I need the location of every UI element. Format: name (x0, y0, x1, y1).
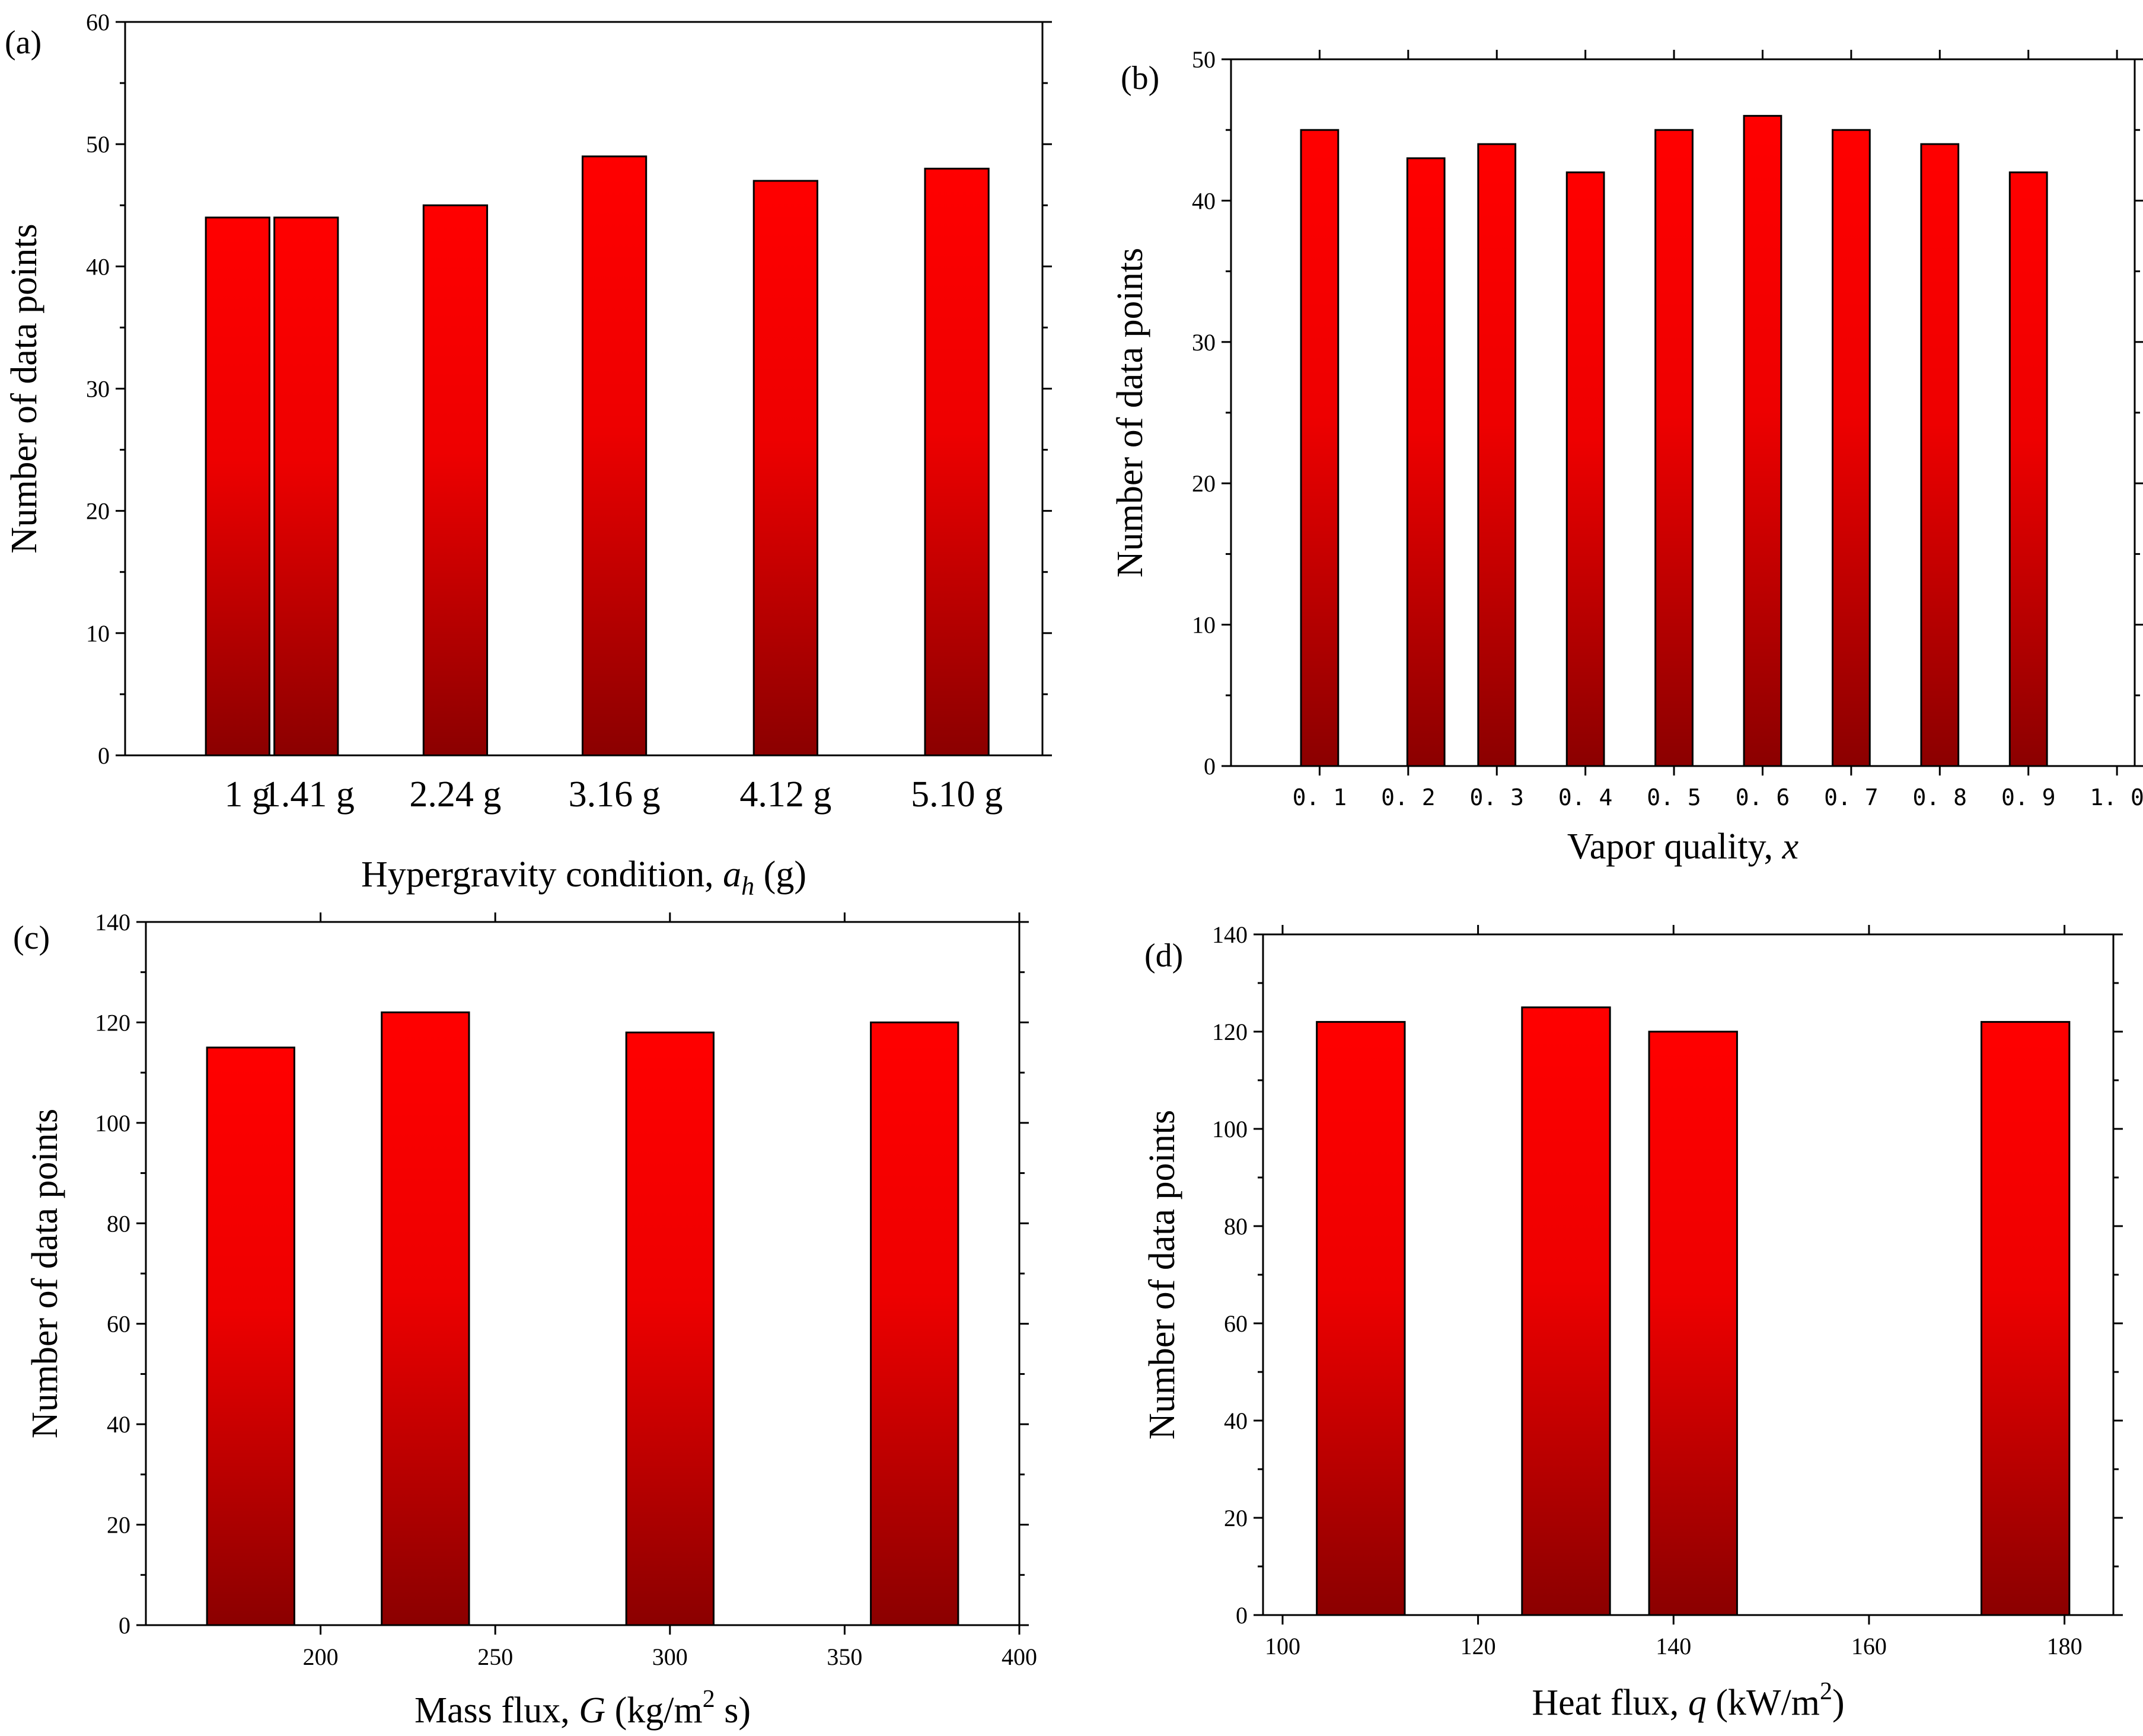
panel-b-xtick-label-9: 1. 0 (2090, 784, 2143, 810)
panel-c-bar-3 (625, 1031, 715, 1626)
panel-a-hypergravity-chart: 0 10 20 30 40 50 60 1 g1.41 g 2.24 g 3.16 g 4.12 g… (4, 9, 1052, 901)
panel-c-xtick-label-3: 350 (827, 1644, 862, 1670)
panel-c-ytick-label-7: 140 (95, 909, 130, 936)
panel-d-ytick-label-2: 40 (1224, 1408, 1248, 1434)
panel-b-xtick-label-1: 0. 2 (1381, 784, 1436, 810)
panel-c-x-axis-title: Mass flux, G (kg/m2 s) (414, 1686, 751, 1731)
panel-b-bar-8 (1920, 143, 1960, 767)
panel-a-xtick-label-5: 5.10 g (911, 774, 1003, 815)
panel-d-bar-2 (1521, 1006, 1611, 1616)
panel-b-xtick-label-5: 0. 6 (1736, 784, 1790, 810)
panel-c-mass-flux-chart: 0 20 40 60 80 100 120 140 200 250 300 350 400 Mass fl… (13, 909, 1037, 1731)
panel-d-bar-1 (1316, 1021, 1406, 1616)
panel-b-bar-6 (1743, 114, 1782, 767)
panel-b-xtick-label-2: 0. 3 (1469, 784, 1524, 810)
panel-a-ytick-label-0: 0 (98, 742, 110, 769)
panel-a-ytick-label-1: 10 (86, 620, 110, 647)
panel-b-xtick-label-4: 0. 5 (1647, 784, 1701, 810)
panel-d-bar-4 (1980, 1021, 2071, 1616)
panel-b-ytick-label-1: 10 (1192, 612, 1216, 639)
panel-d-ytick-label-3: 60 (1224, 1310, 1248, 1337)
panel-a-ytick-label-4: 40 (86, 253, 110, 280)
panel-c-y-axis-title: Number of data points (25, 1109, 65, 1438)
panel-a-bar-6 (924, 167, 990, 757)
panel-b-ytick-label-2: 20 (1192, 470, 1216, 497)
panel-d-tag: (d) (1144, 937, 1183, 974)
panel-d-bar-3 (1648, 1030, 1738, 1616)
panel-b-bar-4 (1565, 171, 1605, 767)
panel-c-xtick-label-1: 250 (477, 1644, 513, 1670)
panel-d-ytick-label-0: 0 (1236, 1602, 1248, 1629)
panel-b-bar-2 (1406, 157, 1446, 767)
panel-c-bar-1 (206, 1046, 295, 1626)
panel-a-bar-3 (422, 204, 489, 757)
panel-c-ytick-label-1: 20 (107, 1512, 130, 1539)
panel-c-ytick-label-2: 40 (107, 1411, 130, 1438)
panel-c-ytick-label-6: 120 (95, 1009, 130, 1036)
panel-b-ytick-label-3: 30 (1192, 329, 1216, 356)
panel-d-xtick-label-2: 140 (1656, 1633, 1691, 1660)
panel-d-ytick-label-7: 140 (1212, 921, 1248, 948)
panel-d-y-axis-title: Number of data points (1142, 1110, 1182, 1440)
panel-c-xtick-label-4: 400 (1002, 1644, 1037, 1670)
panel-d-xtick-label-4: 180 (2047, 1633, 2083, 1660)
panel-b-tag: (b) (1121, 60, 1159, 97)
panel-b-bar-7 (1832, 129, 1871, 767)
panel-c-ytick-label-0: 0 (119, 1612, 130, 1639)
panel-c-bar-2 (381, 1011, 470, 1626)
panel-b-x-axis-title: Vapor quality, x (1567, 826, 1799, 867)
panel-a-xtick-label-1: 1.41 g (263, 774, 355, 815)
panel-a-bar-4 (581, 155, 648, 757)
panel-a-y-axis-title: Number of data points (4, 224, 44, 553)
panel-b-bar-9 (2008, 171, 2048, 767)
panel-a-tag: (a) (5, 24, 42, 61)
panel-b-y-axis-title: Number of data points (1110, 248, 1150, 577)
panel-d-ytick-label-6: 120 (1212, 1019, 1248, 1045)
panel-a-ytick-label-3: 30 (86, 376, 110, 403)
panel-a-bar-5 (752, 180, 818, 757)
panel-b-xtick-label-3: 0. 4 (1558, 784, 1613, 810)
panel-a-x-axis-title: Hypergravity condition, ah (g) (361, 854, 806, 901)
panel-b-vapor-quality-chart: 0 10 20 30 40 50 0. 1 0. 2 0. 3 0. 4 0. 5 0. 6 0. 7 0… (1110, 46, 2143, 867)
panel-d-ytick-label-1: 20 (1224, 1505, 1248, 1531)
panel-b-xtick-label-7: 0. 8 (1913, 784, 1967, 810)
panel-c-xtick-label-2: 300 (652, 1644, 688, 1670)
panel-a-xtick-label-4: 4.12 g (739, 774, 831, 815)
panel-a-ytick-label-6: 60 (86, 9, 110, 36)
panel-d-heat-flux-chart: 0 20 40 60 80 100 120 140 100 120 140 160 180 Heat fl… (1142, 921, 2123, 1723)
panel-d-x-axis-title: Heat flux, q (kW/m2) (1532, 1678, 1844, 1723)
panel-b-ytick-label-5: 50 (1192, 46, 1216, 73)
panel-d-ytick-label-4: 80 (1224, 1213, 1248, 1240)
panel-b-xtick-label-0: 0. 1 (1293, 784, 1347, 810)
panel-c-xtick-label-0: 200 (303, 1644, 339, 1670)
panel-b-bar-1 (1300, 129, 1340, 767)
panel-a-ytick-label-2: 20 (86, 498, 110, 525)
panel-c-ytick-label-5: 100 (95, 1110, 130, 1137)
panel-b-xtick-label-8: 0. 9 (2001, 784, 2056, 810)
panel-c-ytick-label-3: 60 (107, 1311, 130, 1338)
panel-a-ytick-label-5: 50 (86, 131, 110, 158)
panel-b-bar-5 (1654, 129, 1694, 767)
panel-c-tag: (c) (13, 920, 50, 956)
panel-a-xtick-label-0: 1 g (225, 774, 271, 815)
panel-c-bar-4 (870, 1021, 959, 1626)
panel-a-xtick-label-3: 3.16 g (569, 774, 661, 815)
panel-d-xtick-label-1: 120 (1460, 1633, 1496, 1660)
panel-a-xtick-label-2: 2.24 g (409, 774, 501, 815)
panel-a-bar-1 (205, 216, 270, 757)
panel-b-bar-3 (1477, 143, 1517, 767)
panel-c-ytick-label-4: 80 (107, 1210, 130, 1237)
panel-a-bar-2 (273, 216, 339, 757)
panel-d-xtick-label-0: 100 (1265, 1633, 1300, 1660)
panel-d-xtick-label-3: 160 (1851, 1633, 1887, 1660)
panel-b-ytick-label-4: 40 (1192, 187, 1216, 214)
panel-b-xtick-label-6: 0. 7 (1824, 784, 1879, 810)
panel-d-ytick-label-5: 100 (1212, 1116, 1248, 1143)
panel-b-ytick-label-0: 0 (1204, 753, 1216, 780)
